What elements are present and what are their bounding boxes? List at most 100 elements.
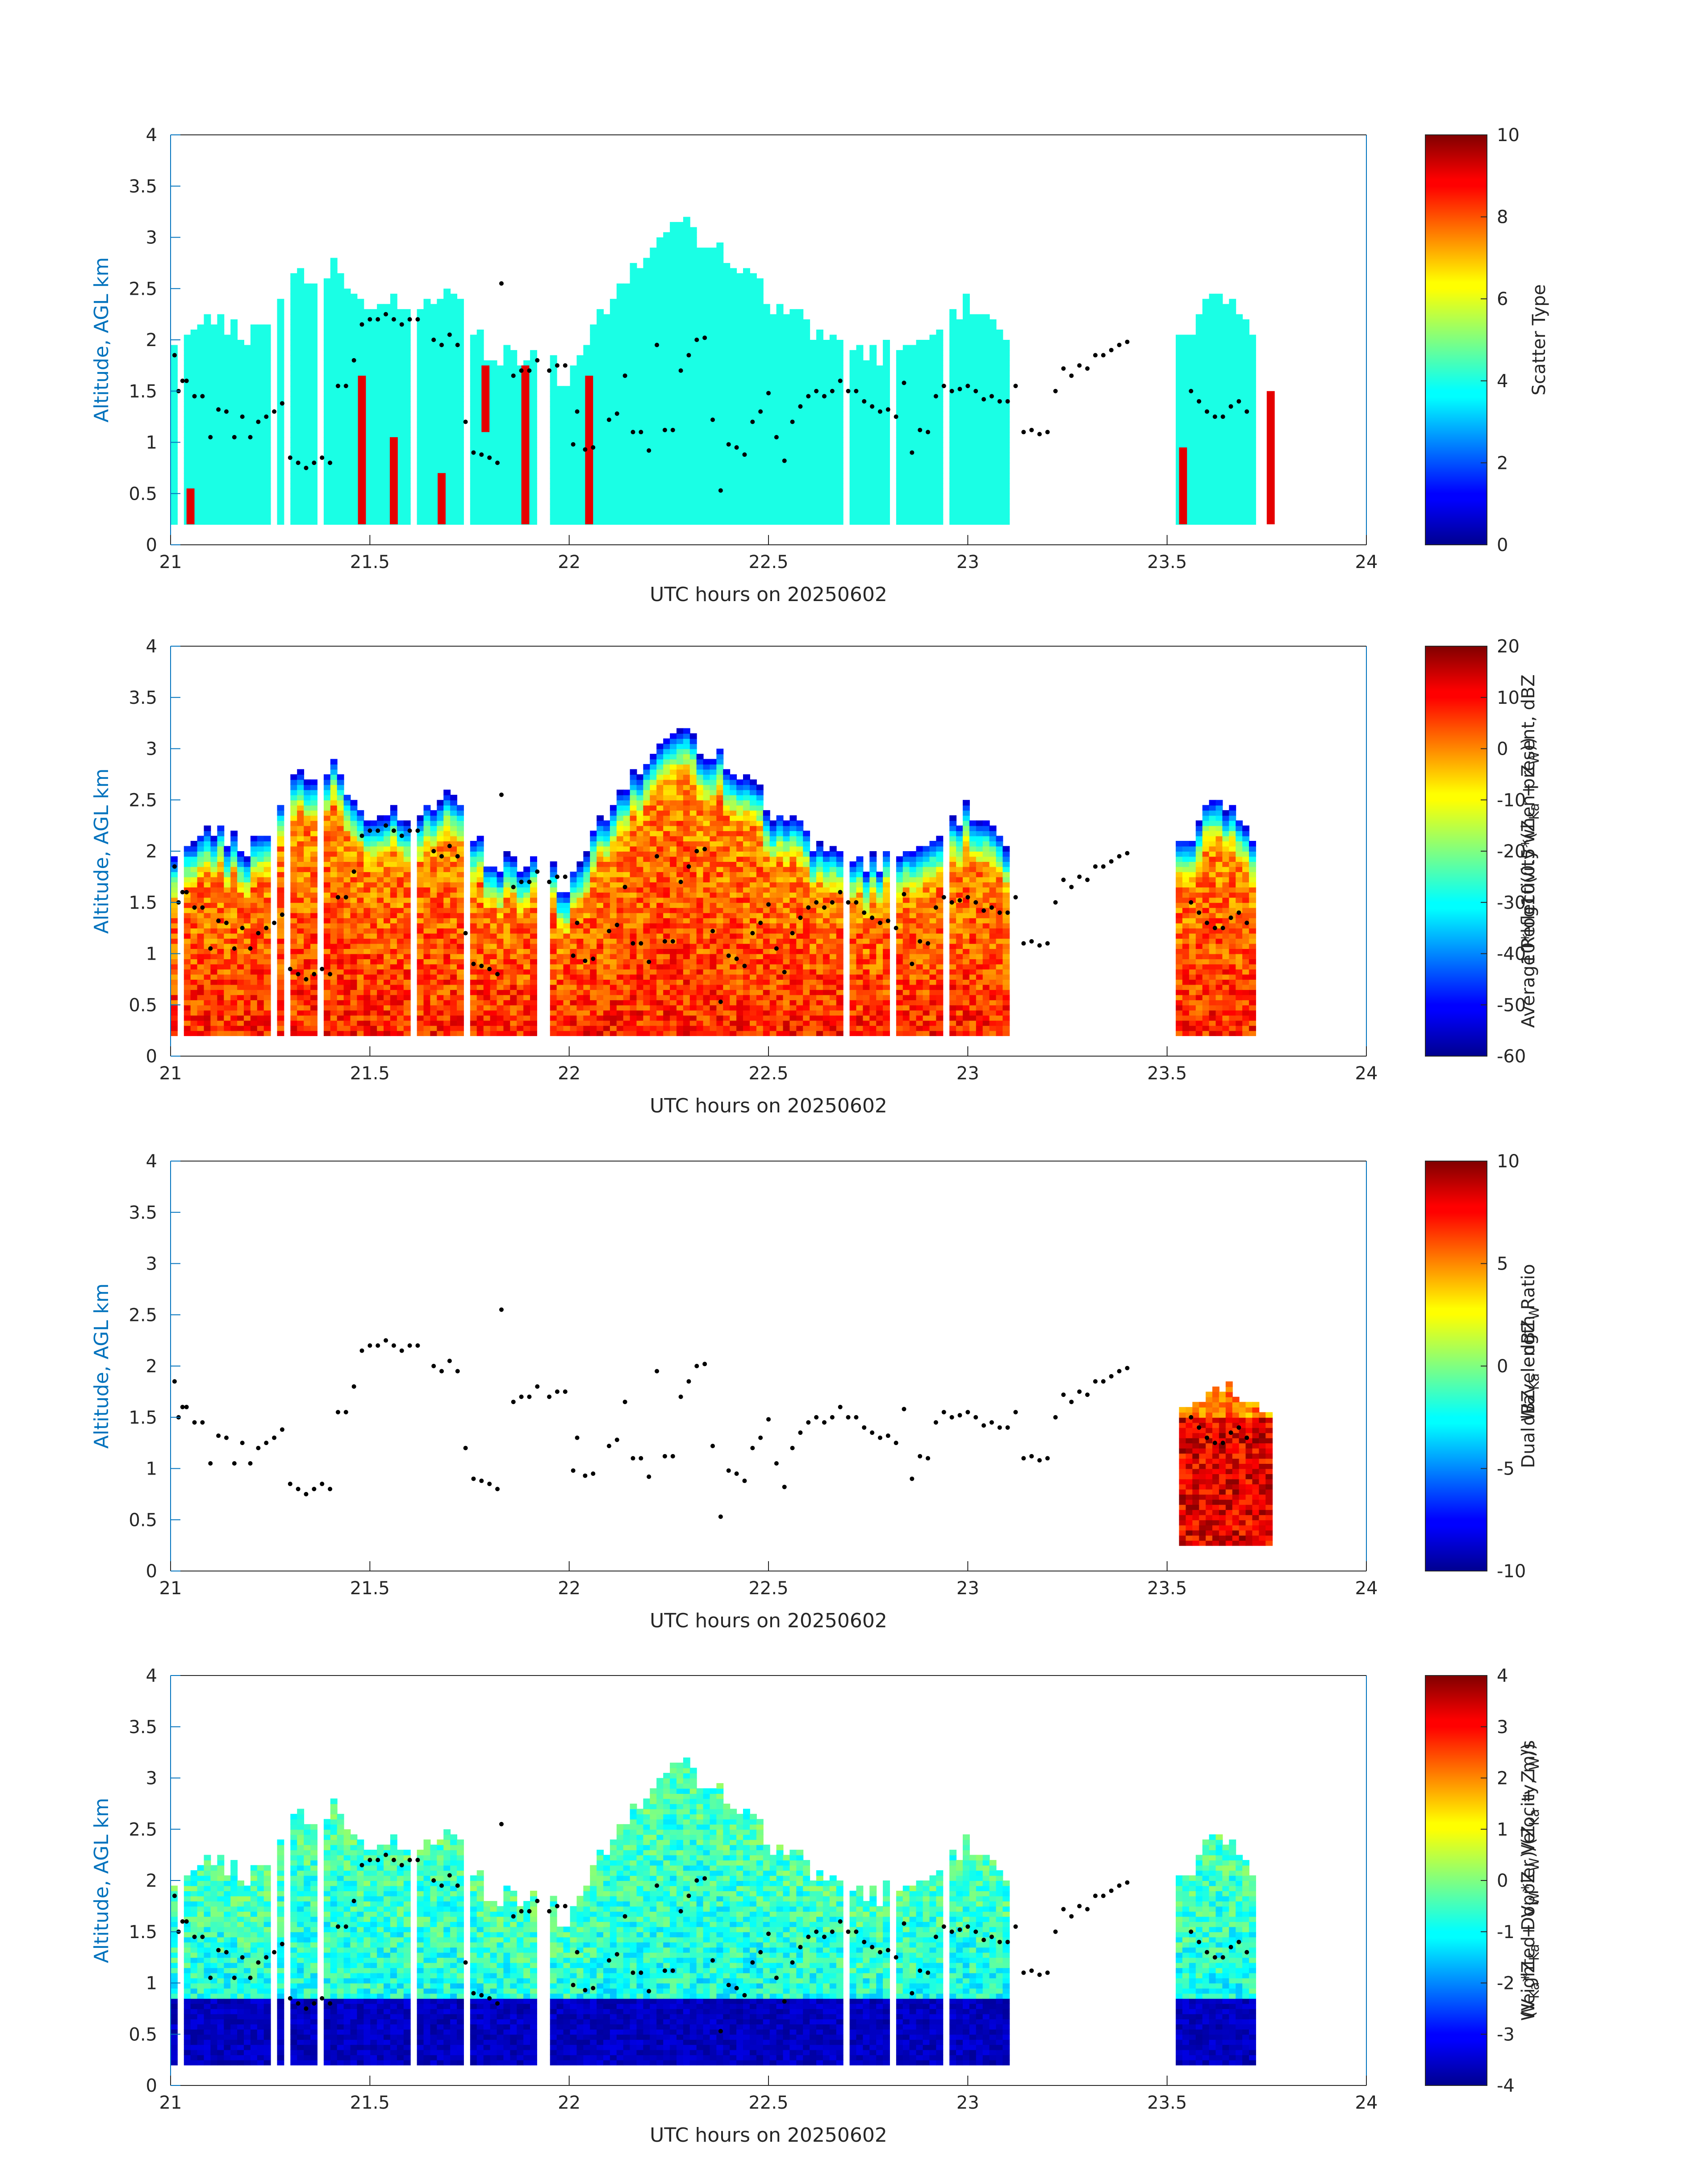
heatmap-cell (530, 483, 537, 489)
heatmap-cell (683, 263, 690, 269)
heatmap-cell (683, 268, 690, 274)
heatmap-cell (810, 493, 817, 499)
heatmap-cell (689, 478, 697, 484)
heatmap-cell (417, 488, 424, 494)
heatmap-cell (1189, 447, 1196, 453)
heatmap-cell (683, 376, 690, 381)
heatmap-cell (743, 493, 750, 499)
heatmap-cell (909, 406, 917, 412)
heatmap-cell (796, 360, 804, 366)
heatmap-cell (763, 360, 770, 366)
heatmap-cell (497, 447, 504, 453)
heatmap-cell (936, 376, 944, 381)
heatmap-cell (976, 514, 983, 520)
heatmap-cell (969, 417, 977, 422)
heatmap-cell (450, 463, 457, 468)
heatmap-cell (643, 427, 651, 433)
heatmap-cell (789, 370, 797, 376)
heatmap-cell (849, 376, 857, 381)
heatmap-cell (184, 437, 191, 443)
heatmap-cell (869, 360, 877, 366)
heatmap-cell (836, 463, 844, 468)
heatmap-cell (330, 427, 338, 433)
heatmap-cell (204, 391, 211, 397)
heatmap-cell (716, 442, 724, 448)
heatmap-cell (370, 330, 378, 335)
heatmap-cell (457, 406, 464, 412)
heatmap-cell (597, 493, 604, 499)
heatmap-cell (876, 493, 884, 499)
heatmap-cell (597, 309, 604, 315)
heatmap-cell (677, 319, 684, 325)
heatmap-cell (490, 411, 497, 418)
heatmap-cell (1195, 376, 1203, 381)
heatmap-cell (323, 473, 331, 479)
heatmap-cell (443, 411, 451, 418)
heatmap-cell (730, 417, 737, 422)
heatmap-cell (730, 406, 737, 412)
heatmap-cell (636, 437, 644, 443)
heatmap-cell (796, 452, 804, 458)
heatmap-cell (370, 463, 378, 468)
heatmap-cell (423, 442, 431, 448)
heatmap-cell (776, 380, 784, 387)
heatmap-cell (976, 396, 983, 402)
heatmap-cell (304, 498, 311, 505)
heatmap-cell (297, 468, 305, 474)
heatmap-cell (643, 411, 651, 418)
heatmap-cell (184, 355, 191, 361)
heatmap-cell (829, 519, 837, 525)
heatmap-cell (403, 509, 411, 515)
heatmap-cell (457, 396, 464, 402)
heatmap-cell (397, 452, 404, 458)
heatmap-cell (716, 273, 724, 279)
heatmap-cell (636, 457, 644, 464)
heatmap-cell (716, 478, 724, 484)
heatmap-cell (996, 370, 1003, 376)
heatmap-cell (716, 309, 724, 315)
heatmap-cell (643, 345, 651, 351)
heatmap-cell (650, 401, 657, 407)
heatmap-cell (909, 432, 917, 438)
heatmap-cell (257, 432, 264, 438)
heatmap-cell (576, 509, 584, 515)
heatmap-cell (277, 391, 284, 397)
heatmap-cell (556, 483, 564, 489)
heatmap-cell (743, 463, 750, 468)
heatmap-cell (670, 309, 677, 315)
heatmap-cell (363, 370, 371, 376)
heatmap-cell (277, 422, 284, 428)
heatmap-cell (457, 355, 464, 361)
heatmap-cell (217, 376, 225, 381)
heatmap-cell (204, 442, 211, 448)
heatmap-cell (1176, 360, 1183, 366)
heatmap-cell (550, 442, 557, 448)
heatmap-cell (670, 468, 677, 474)
heatmap-cell (703, 263, 710, 269)
heatmap-cell (829, 432, 837, 438)
heatmap-cell (810, 447, 817, 453)
heatmap-cell (803, 324, 810, 330)
heatmap-cell (277, 396, 284, 402)
heatmap-cell (710, 350, 717, 356)
heatmap-cell (563, 386, 571, 392)
heatmap-cell (643, 350, 651, 356)
heatmap-cell (816, 457, 823, 464)
heatmap-cell (723, 268, 731, 274)
heatmap-cell (590, 345, 597, 351)
heatmap-cell (263, 365, 271, 371)
heatmap-cell (703, 488, 710, 494)
heatmap-cell (337, 452, 344, 458)
heatmap-cell (171, 463, 178, 468)
heatmap-cell (710, 463, 717, 468)
heatmap-cell (490, 488, 497, 494)
heatmap-cell (1002, 483, 1010, 489)
heatmap-cell (836, 386, 844, 392)
heatmap-cell (763, 452, 770, 458)
heatmap-cell (963, 324, 970, 330)
heatmap-cell (956, 340, 963, 346)
heatmap-cell (390, 386, 397, 392)
heatmap-cell (949, 376, 957, 381)
heatmap-cell (217, 417, 225, 422)
heatmap-cell (816, 514, 823, 520)
